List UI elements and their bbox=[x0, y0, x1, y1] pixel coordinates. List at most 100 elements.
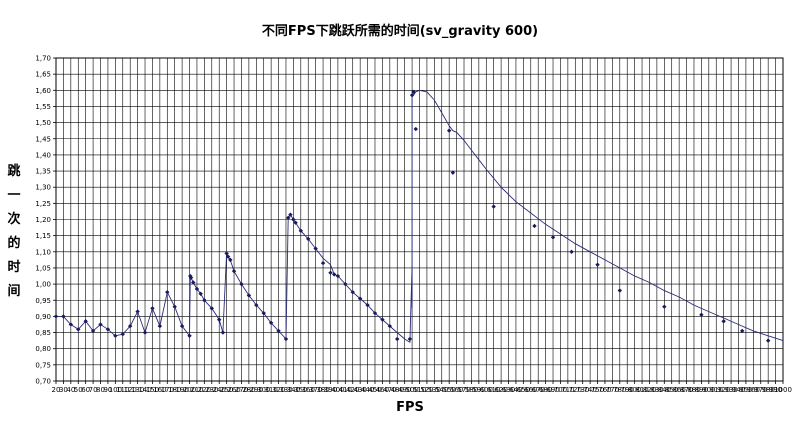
x-tick-label: 120 bbox=[123, 386, 136, 394]
data-point bbox=[357, 296, 363, 301]
data-point bbox=[387, 323, 393, 329]
data-point bbox=[365, 302, 370, 308]
x-tick-label: 940 bbox=[732, 386, 745, 394]
data-point bbox=[532, 223, 537, 229]
x-tick-label: 540 bbox=[435, 386, 448, 394]
data-point bbox=[187, 333, 192, 338]
data-point bbox=[491, 204, 496, 209]
x-tick-label: 430 bbox=[353, 386, 366, 394]
x-tick-label: 360 bbox=[302, 386, 315, 394]
x-tick-label: 600 bbox=[480, 386, 493, 394]
y-tick-label: 0,75 bbox=[35, 361, 51, 369]
x-tick-label: 380 bbox=[316, 386, 329, 394]
data-point bbox=[127, 323, 133, 329]
x-tick-label: 110 bbox=[116, 386, 129, 394]
x-tick-label: 330 bbox=[279, 386, 292, 394]
x-tick-label: 640 bbox=[509, 386, 522, 394]
y-tick-label: 1,70 bbox=[35, 55, 51, 63]
x-tick-label: 60 bbox=[81, 386, 90, 394]
data-point bbox=[283, 336, 289, 342]
data-point bbox=[261, 310, 266, 316]
data-point bbox=[721, 319, 726, 324]
y-tick-label: 1,00 bbox=[35, 281, 51, 289]
x-tick-label: 820 bbox=[643, 386, 656, 394]
x-tick-label: 790 bbox=[621, 386, 634, 394]
x-tick-label: 710 bbox=[561, 386, 574, 394]
x-tick-label: 650 bbox=[517, 386, 530, 394]
x-tick-label: 810 bbox=[635, 386, 648, 394]
data-point bbox=[239, 281, 244, 287]
data-point bbox=[157, 323, 163, 329]
x-tick-label: 30 bbox=[59, 386, 68, 394]
y-tick-label: 1,10 bbox=[35, 248, 51, 256]
data-point bbox=[335, 273, 341, 279]
x-tick-label: 500 bbox=[405, 386, 418, 394]
x-tick-label: 450 bbox=[368, 386, 381, 394]
y-tick-label: 0,90 bbox=[35, 313, 51, 321]
y-axis-label-char: 跳 bbox=[7, 164, 21, 179]
data-point bbox=[409, 92, 415, 98]
data-point bbox=[328, 270, 333, 275]
x-tick-label: 90 bbox=[103, 386, 112, 394]
x-tick-label: 400 bbox=[331, 386, 344, 394]
x-tick-label: 210 bbox=[190, 386, 203, 394]
data-point bbox=[194, 286, 200, 292]
x-tick-label: 990 bbox=[769, 386, 782, 394]
x-tick-label: 840 bbox=[658, 386, 671, 394]
y-tick-label: 1,60 bbox=[35, 87, 51, 95]
y-tick-label: 1,30 bbox=[35, 184, 51, 192]
data-point bbox=[550, 235, 556, 240]
x-tick-label: 530 bbox=[428, 386, 441, 394]
data-point bbox=[285, 215, 291, 221]
data-point bbox=[372, 310, 378, 316]
y-tick-label: 1,20 bbox=[35, 216, 51, 224]
y-axis-label: 跳一次的时间 bbox=[6, 160, 22, 304]
data-point bbox=[306, 236, 311, 242]
y-axis-label-char: 时 bbox=[7, 260, 21, 275]
x-tick-label: 490 bbox=[398, 386, 411, 394]
data-point bbox=[105, 327, 111, 332]
x-tick-label: 300 bbox=[257, 386, 270, 394]
data-point bbox=[142, 330, 148, 335]
x-tick-label: 910 bbox=[710, 386, 723, 394]
data-point bbox=[61, 314, 66, 319]
x-tick-label: 950 bbox=[739, 386, 752, 394]
x-tick-label: 460 bbox=[376, 386, 389, 394]
data-point bbox=[288, 212, 293, 217]
x-tick-label: 660 bbox=[524, 386, 537, 394]
x-tick-label: 160 bbox=[153, 386, 166, 394]
data-point bbox=[120, 331, 125, 337]
data-point bbox=[254, 302, 259, 308]
y-tick-label: 1,65 bbox=[35, 71, 51, 79]
x-tick-label: 290 bbox=[250, 386, 263, 394]
data-point bbox=[765, 338, 771, 343]
x-tick-label: 760 bbox=[598, 386, 611, 394]
data-point bbox=[446, 128, 452, 133]
x-tick-label: 340 bbox=[287, 386, 300, 394]
y-tick-label: 1,15 bbox=[35, 232, 51, 240]
x-tick-label: 70 bbox=[89, 386, 98, 394]
data-point bbox=[293, 220, 298, 225]
x-tick-label: 690 bbox=[546, 386, 559, 394]
x-tick-label: 470 bbox=[383, 386, 396, 394]
x-tick-label: 260 bbox=[227, 386, 240, 394]
x-tick-label: 270 bbox=[235, 386, 248, 394]
data-point bbox=[53, 314, 59, 319]
data-point bbox=[198, 291, 203, 296]
x-tick-label: 200 bbox=[183, 386, 196, 394]
data-point bbox=[209, 306, 214, 311]
data-point bbox=[662, 304, 667, 309]
y-axis-label-char: 间 bbox=[7, 284, 21, 299]
x-tick-label: 230 bbox=[205, 386, 218, 394]
x-tick-label: 730 bbox=[576, 386, 589, 394]
x-tick-label: 480 bbox=[391, 386, 404, 394]
x-tick-label: 100 bbox=[109, 386, 122, 394]
x-tick-label: 590 bbox=[472, 386, 485, 394]
x-tick-label: 700 bbox=[554, 386, 567, 394]
x-tick-label: 240 bbox=[213, 386, 226, 394]
x-tick-label: 190 bbox=[175, 386, 188, 394]
x-tick-label: 740 bbox=[583, 386, 596, 394]
y-tick-label: 0,70 bbox=[35, 378, 51, 386]
